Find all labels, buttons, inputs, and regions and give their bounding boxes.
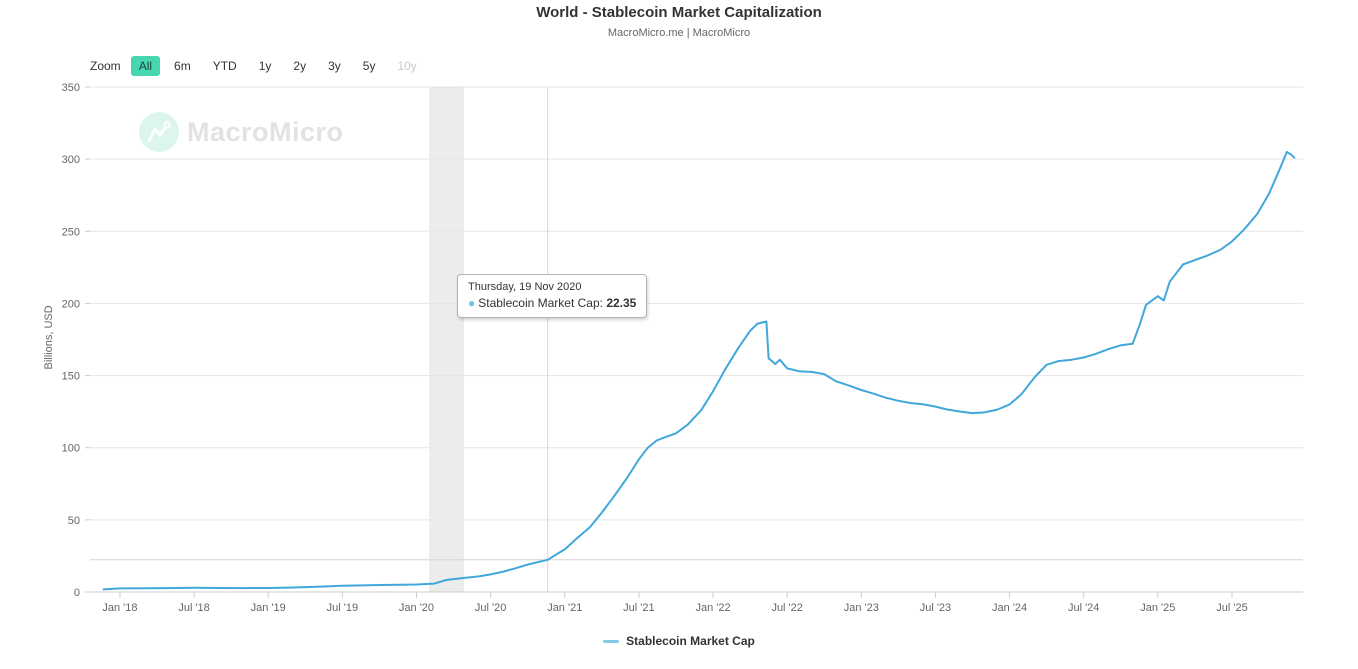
y-axis-label: 50 [68, 515, 80, 527]
legend-label: Stablecoin Market Cap [626, 634, 755, 648]
x-axis-label: Jan '20 [399, 602, 434, 614]
zoom-button-all[interactable]: All [130, 56, 161, 76]
tooltip-series-row: ● Stablecoin Market Cap: 22.35 [468, 296, 636, 310]
zoom-button-1y[interactable]: 1y [251, 56, 280, 76]
zoom-range-bar: Zoom All 6m YTD 1y 2y 3y 5y 10y [90, 54, 425, 78]
zoom-button-6m[interactable]: 6m [166, 56, 199, 76]
y-axis-label: 200 [62, 298, 80, 310]
x-axis-label: Jul '20 [475, 602, 506, 614]
x-axis-label: Jan '23 [844, 602, 879, 614]
x-axis-label: Jan '18 [102, 602, 137, 614]
tooltip-separator: : [599, 296, 607, 310]
x-axis-label: Jan '22 [695, 602, 730, 614]
y-axis-label: 350 [62, 82, 80, 94]
x-axis-label: Jul '23 [920, 602, 951, 614]
zoom-button-10y: 10y [389, 56, 424, 76]
recession-band [429, 87, 464, 592]
series-bullet-icon: ● [468, 296, 476, 310]
tooltip-date: Thursday, 19 Nov 2020 [468, 281, 582, 293]
tooltip-value: 22.35 [606, 296, 637, 310]
legend-item[interactable]: Stablecoin Market Cap [603, 634, 755, 648]
y-axis-label: 300 [62, 154, 80, 166]
series-line [102, 150, 1296, 591]
chart-subtitle: MacroMicro.me | MacroMicro [607, 27, 751, 39]
x-axis-label: Jul '21 [623, 602, 654, 614]
legend-line-icon [603, 639, 620, 643]
zoom-button-3y[interactable]: 3y [320, 56, 349, 76]
legend: Stablecoin Market Cap [0, 634, 1358, 648]
x-axis-label: Jul '19 [327, 602, 358, 614]
tooltip-series-label: Stablecoin Market Cap [478, 296, 600, 310]
x-axis-label: Jul '25 [1216, 602, 1247, 614]
tooltip: Thursday, 19 Nov 2020 ● Stablecoin Market… [457, 274, 648, 318]
x-axis-label: Jan '21 [547, 602, 582, 614]
y-axis-title: Billions, USD [43, 305, 55, 369]
zoom-button-5y[interactable]: 5y [355, 56, 384, 76]
x-axis-label: Jul '18 [178, 602, 209, 614]
y-axis-label: 100 [62, 443, 80, 455]
x-axis-label: Jan '19 [251, 602, 286, 614]
x-axis-label: Jul '24 [1068, 602, 1099, 614]
x-axis-label: Jan '24 [992, 602, 1027, 614]
x-axis-label: Jan '25 [1140, 602, 1175, 614]
y-axis-label: 150 [62, 371, 80, 383]
zoom-button-ytd[interactable]: YTD [205, 56, 245, 76]
chart-title: World - Stablecoin Market Capitalization [536, 4, 822, 21]
zoom-buttons-group: All 6m YTD 1y 2y 3y 5y 10y [130, 56, 425, 76]
zoom-label: Zoom [90, 59, 121, 73]
x-axis-label: Jul '22 [771, 602, 802, 614]
zoom-button-2y[interactable]: 2y [285, 56, 314, 76]
y-axis-label: 250 [62, 226, 80, 238]
y-axis-label: 0 [74, 587, 80, 599]
